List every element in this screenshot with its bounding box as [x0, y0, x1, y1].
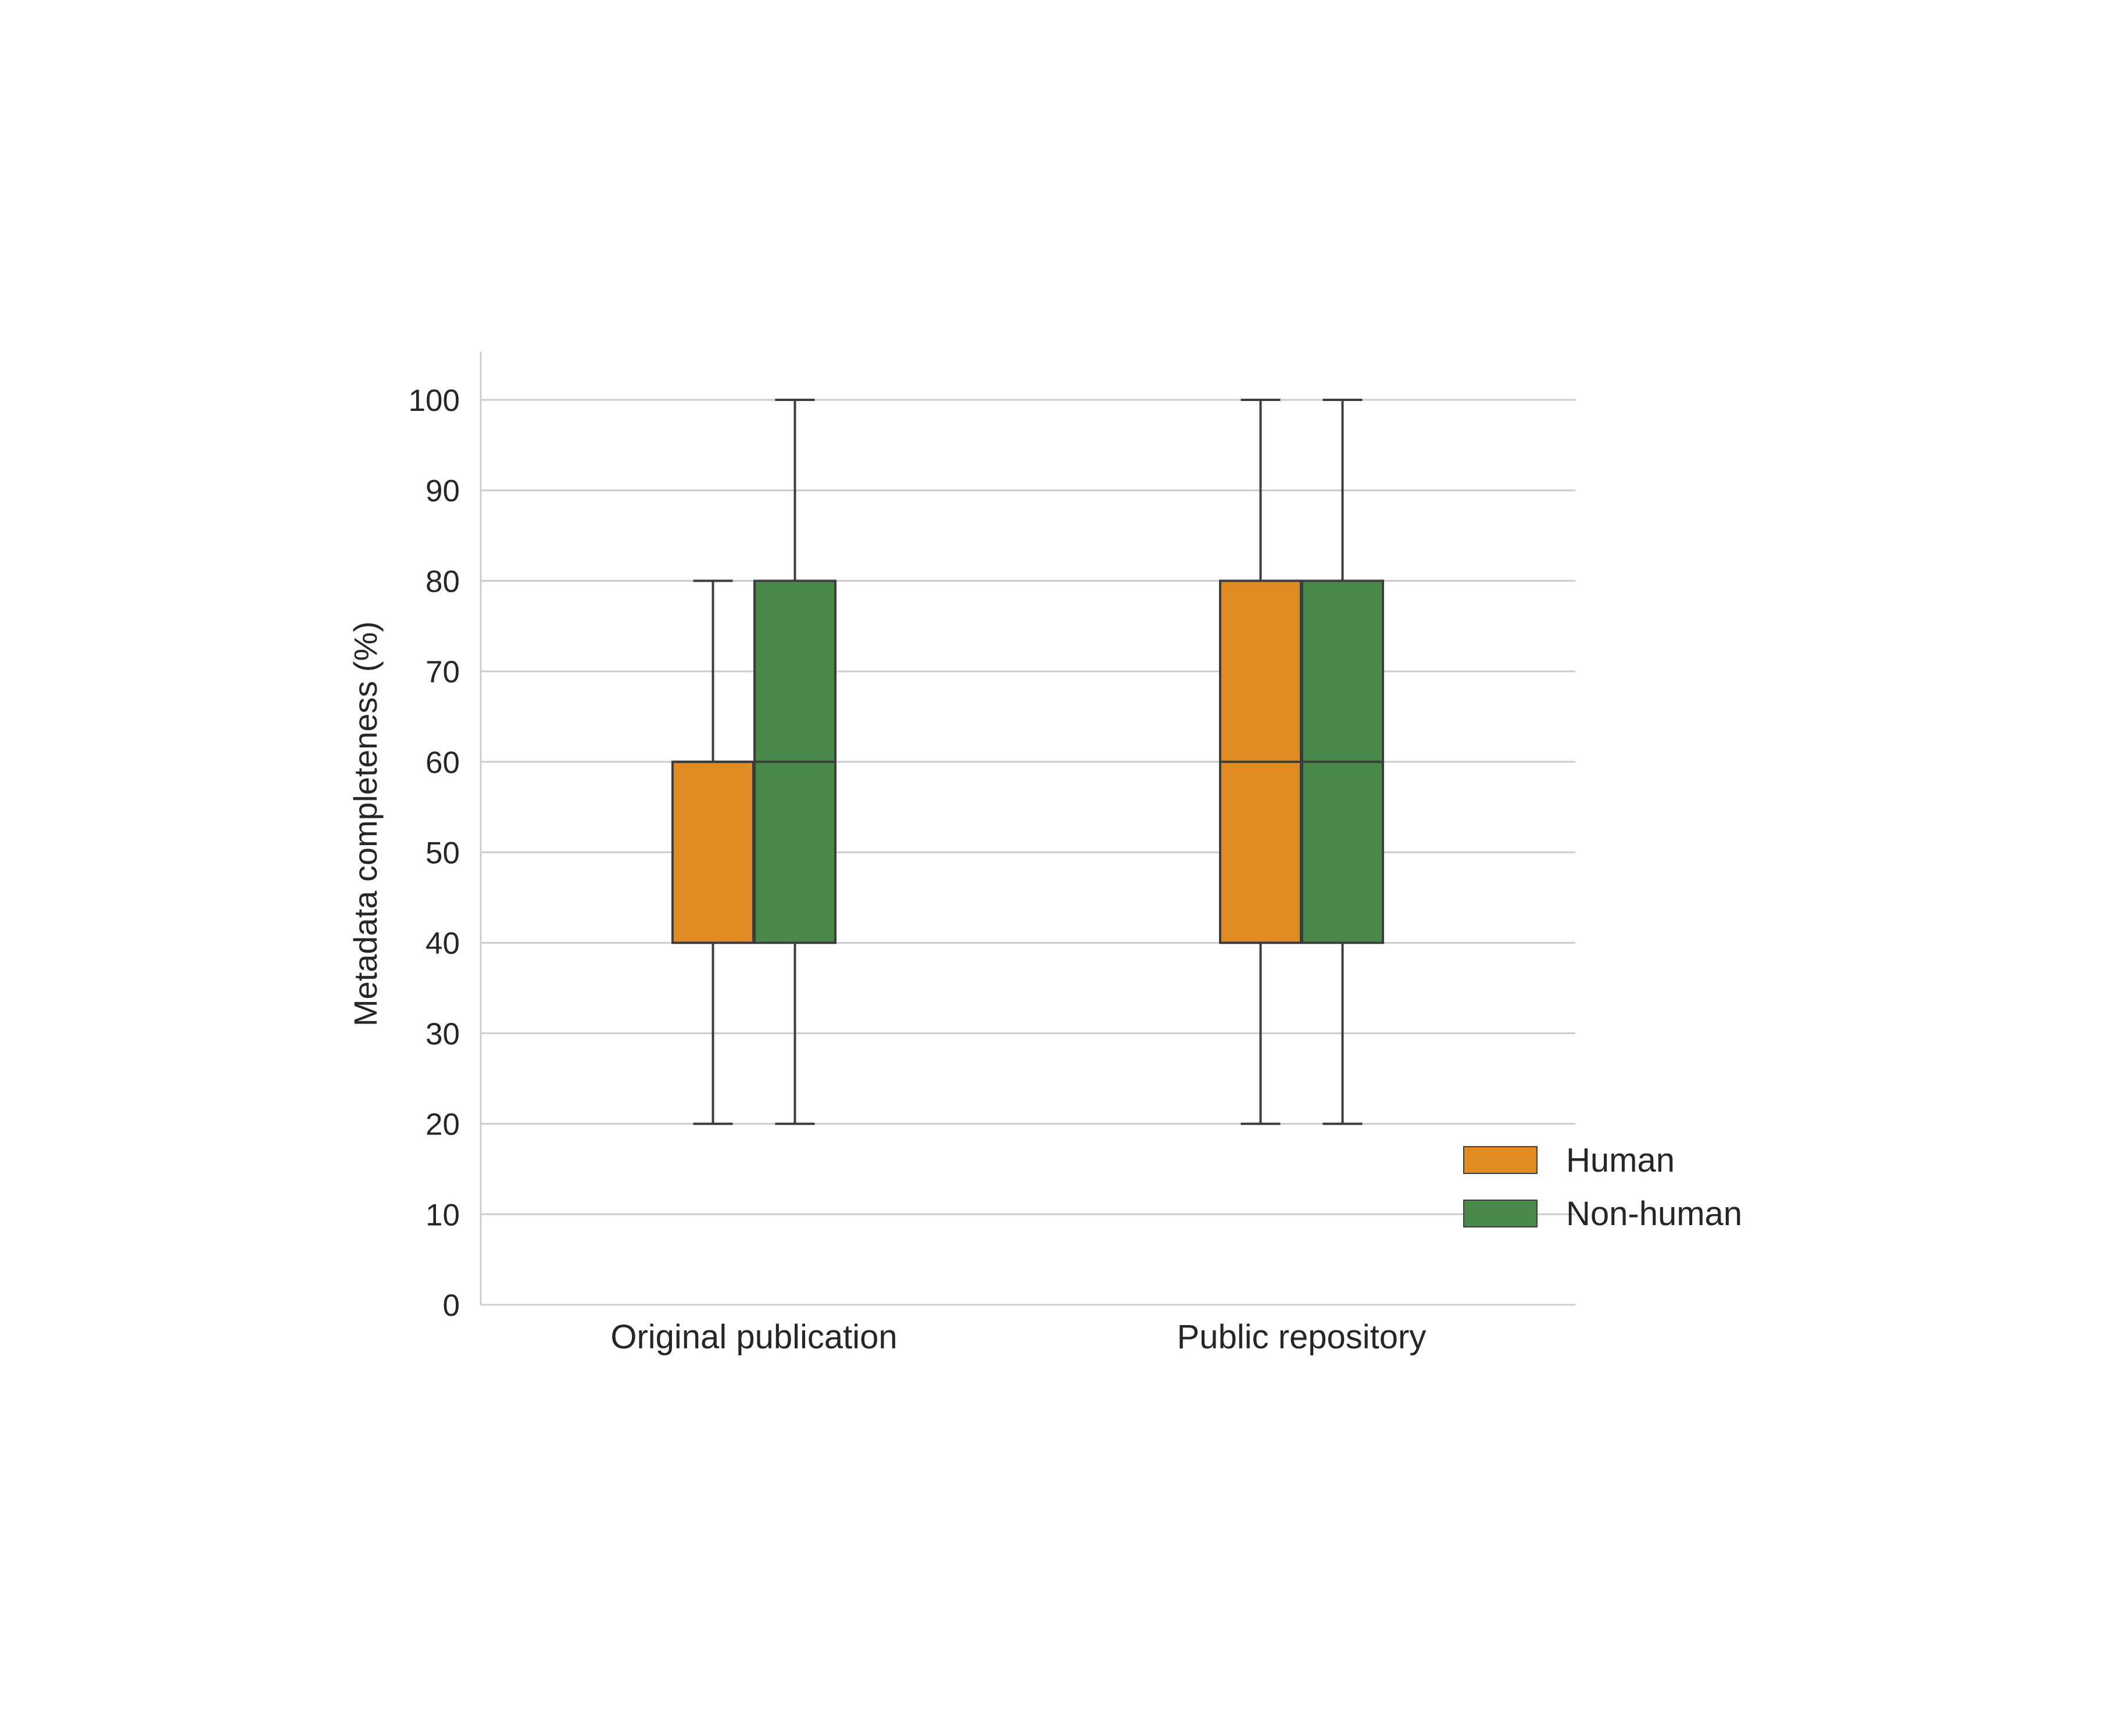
y-tick-label-0: 0 — [443, 1288, 460, 1323]
legend-item-non-human: Non-human — [1463, 1195, 1742, 1233]
legend-label-human: Human — [1566, 1141, 1675, 1179]
legend: Human Non-human — [1463, 1141, 1742, 1233]
x-category-label-2: Public repository — [1177, 1318, 1427, 1356]
y-tick-label-80: 80 — [426, 564, 460, 599]
y-tick-label-20: 20 — [426, 1108, 460, 1142]
legend-swatch-non-human — [1463, 1200, 1538, 1227]
y-tick-label-10: 10 — [426, 1198, 460, 1232]
y-tick-labels: 0 10 20 30 40 50 60 70 80 90 100 — [409, 384, 460, 1323]
legend-label-non-human: Non-human — [1566, 1195, 1742, 1233]
box-non-human-1 — [753, 399, 836, 1125]
category-labels: Original publication Public repository — [610, 1318, 1426, 1356]
grid-lines — [481, 399, 1575, 1215]
y-tick-label-30: 30 — [426, 1017, 460, 1051]
y-tick-label-100: 100 — [409, 384, 460, 418]
y-tick-label-60: 60 — [426, 746, 460, 780]
boxes — [671, 399, 1384, 1125]
y-tick-label-50: 50 — [426, 836, 460, 871]
legend-swatch-human — [1463, 1146, 1538, 1174]
y-axis-title: Metadata completeness (%) — [347, 621, 384, 1026]
y-tick-label-40: 40 — [426, 926, 460, 961]
box-iqr — [671, 760, 755, 944]
box-human-2 — [1219, 399, 1302, 1125]
box-human-1 — [671, 579, 755, 1125]
y-tick-label-70: 70 — [426, 655, 460, 689]
x-category-label-1: Original publication — [610, 1318, 897, 1356]
box-non-human-2 — [1301, 399, 1384, 1125]
axes — [480, 352, 1575, 1306]
y-tick-label-90: 90 — [426, 474, 460, 509]
legend-item-human: Human — [1463, 1141, 1675, 1179]
